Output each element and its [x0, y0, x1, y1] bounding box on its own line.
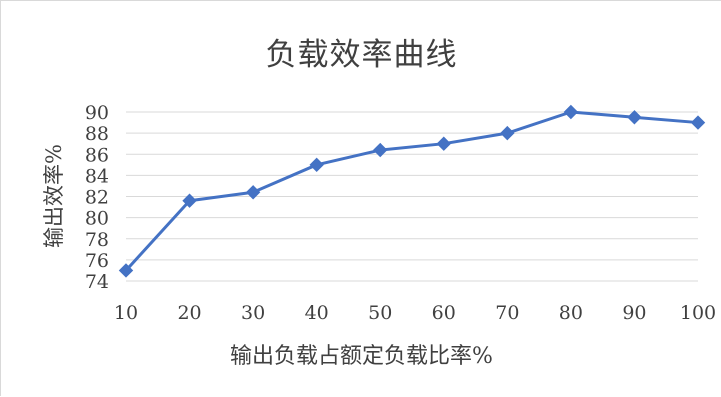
x-tick-label: 60: [432, 302, 456, 324]
y-tick-label: 78: [85, 229, 109, 251]
data-point-marker: [309, 157, 324, 173]
y-tick-label: 80: [85, 208, 109, 230]
x-tick-label: 40: [305, 302, 329, 324]
x-tick-label: 30: [241, 302, 265, 324]
series-efficiency: [118, 104, 706, 278]
y-axis-title: 输出效率%: [42, 144, 66, 248]
chart-title: 负载效率曲线: [265, 37, 458, 73]
y-tick-label: 76: [85, 250, 109, 272]
data-point-marker: [182, 193, 197, 208]
x-tick-label: 90: [622, 302, 646, 324]
y-tick-label: 74: [85, 271, 109, 293]
y-tick-label: 88: [85, 123, 109, 145]
x-tick-label: 50: [368, 302, 392, 324]
data-point-marker: [245, 185, 261, 200]
x-tick-label: 70: [495, 302, 519, 324]
x-axis-title: 输出负载占额定负载比率%: [230, 344, 493, 369]
y-tick-label: 82: [85, 187, 109, 209]
data-point-marker: [690, 115, 706, 130]
y-tick-label: 86: [85, 144, 109, 166]
series-line: [124, 110, 699, 272]
data-point-marker: [500, 125, 515, 141]
data-point-marker: [563, 104, 579, 120]
gridlines: [126, 111, 698, 282]
y-tick-label: 90: [85, 102, 109, 124]
x-tick-label: 80: [559, 302, 583, 324]
x-tick-label: 10: [114, 302, 138, 324]
x-tick-label: 20: [177, 302, 201, 324]
x-tick-label: 100: [680, 302, 716, 324]
data-point-marker: [118, 263, 134, 278]
data-point-marker: [373, 142, 388, 158]
y-tick-label: 84: [85, 165, 109, 187]
x-axis-ticks: 10 20 30 40 50 60 70 80 90 100: [114, 302, 716, 324]
data-point-marker: [436, 136, 451, 151]
data-point-marker: [627, 110, 642, 125]
